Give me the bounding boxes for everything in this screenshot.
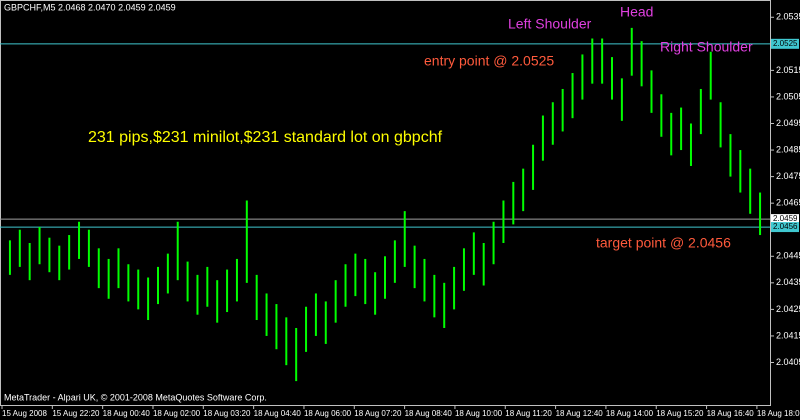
y-tick-label: 2.0425 (776, 304, 800, 314)
chart-header: GBPCHF,M5 2.0468 2.0470 2.0459 2.0459 (4, 2, 176, 12)
x-tick-label: 18 Aug 02:00 (153, 409, 201, 418)
annotation: Right Shoulder (660, 39, 753, 55)
x-tick-label: 18 Aug 15:20 (656, 409, 704, 418)
annotation: target point @ 2.0456 (596, 235, 731, 251)
annotation: Head (620, 4, 653, 20)
price-tag-label: 2.0459 (773, 214, 798, 223)
x-tick-label: 18 Aug 08:40 (405, 409, 453, 418)
y-tick-label: 2.0535 (776, 12, 800, 22)
x-tick-label: 18 Aug 12:40 (556, 409, 604, 418)
y-tick-label: 2.0485 (776, 144, 800, 154)
x-tick-label: 18 Aug 16:40 (707, 409, 755, 418)
y-tick-label: 2.0495 (776, 118, 800, 128)
price-tag (771, 214, 799, 225)
x-tick-label: 18 Aug 06:00 (304, 409, 352, 418)
price-tag (771, 222, 799, 233)
x-tick-label: 18 Aug 11:20 (505, 409, 552, 418)
annotation: Left Shoulder (508, 16, 592, 32)
y-tick-label: 2.0515 (776, 65, 800, 75)
y-tick-label: 2.0435 (776, 277, 800, 287)
y-tick-label: 2.0475 (776, 171, 800, 181)
x-tick-label: 18 Aug 18:00 (757, 409, 800, 418)
price-tag (771, 38, 799, 49)
x-tick-label: 18 Aug 03:20 (203, 409, 251, 418)
x-tick-label: 18 Aug 07:20 (354, 409, 402, 418)
x-tick-label: 18 Aug 10:00 (455, 409, 503, 418)
y-tick-label: 2.0445 (776, 251, 800, 261)
y-tick-label: 2.0415 (776, 330, 800, 340)
x-tick-label: 18 Aug 04:40 (254, 409, 302, 418)
y-tick-label: 2.0505 (776, 91, 800, 101)
annotation: 231 pips,$231 minilot,$231 standard lot … (88, 129, 443, 146)
price-tag-label: 2.0525 (773, 39, 798, 48)
x-tick-label: 18 Aug 00:40 (103, 409, 151, 418)
y-tick-label: 2.0465 (776, 198, 800, 208)
y-tick-label: 2.0405 (776, 357, 800, 367)
x-tick-label: 15 Aug 22:20 (52, 409, 100, 418)
price-tag-label: 2.0456 (773, 222, 798, 231)
copyright: MetaTrader - Alpari UK, © 2001-2008 Meta… (4, 392, 267, 402)
annotation: entry point @ 2.0525 (424, 53, 554, 69)
x-tick-label: 18 Aug 14:00 (606, 409, 654, 418)
x-tick-label: 15 Aug 2008 (2, 409, 47, 418)
